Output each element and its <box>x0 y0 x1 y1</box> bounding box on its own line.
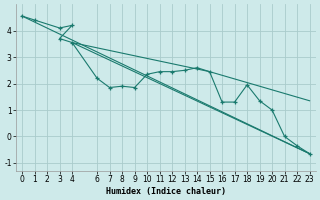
X-axis label: Humidex (Indice chaleur): Humidex (Indice chaleur) <box>106 187 226 196</box>
